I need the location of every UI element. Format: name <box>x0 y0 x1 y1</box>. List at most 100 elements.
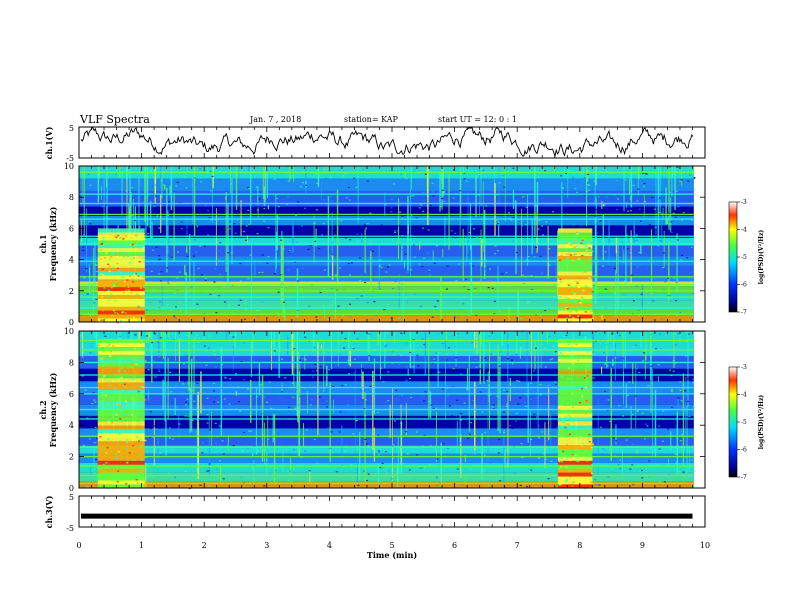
spectrogram-speckle <box>689 454 692 456</box>
spectrogram-speckle <box>185 399 188 402</box>
burst-speckle <box>569 476 572 479</box>
spectrogram-tone <box>79 202 694 205</box>
spectrogram-speckle <box>488 335 491 337</box>
spectrogram-speckle <box>618 257 621 259</box>
burst-speckle <box>565 307 568 309</box>
x-tick-label: 2 <box>202 541 207 550</box>
spectrogram-speckle <box>350 262 353 264</box>
burst-cell <box>557 263 593 268</box>
spectrogram-speckle <box>637 188 640 190</box>
spectrogram-speckle <box>529 382 532 384</box>
spectrogram-speckle <box>544 170 547 172</box>
spectrogram-speckle <box>422 227 425 229</box>
spectrogram-speckle <box>483 222 486 224</box>
burst-speckle <box>125 289 128 292</box>
burst-speckle <box>105 316 108 318</box>
burst-speckle <box>100 296 103 298</box>
spectrogram-speckle <box>597 268 600 270</box>
spectrogram-speckle <box>147 369 150 371</box>
burst-cell <box>97 346 145 351</box>
spectrogram-speckle <box>352 348 355 350</box>
spectrogram-speckle <box>583 176 586 179</box>
spectrogram-speckle <box>502 389 505 391</box>
spectrogram-speckle <box>175 185 178 187</box>
spectrogram-tone <box>79 276 694 278</box>
spectrogram-speckle <box>179 219 182 221</box>
spectrogram-speckle <box>602 453 605 455</box>
spectrogram-speckle <box>488 394 491 396</box>
spectrogram-speckle <box>222 399 225 402</box>
burst-speckle <box>102 274 105 276</box>
spectrogram-speckle <box>557 199 560 202</box>
burst-speckle <box>130 364 133 366</box>
burst-speckle <box>574 418 577 421</box>
spectrogram-speckle <box>530 438 533 441</box>
colorbar-tick-label: -5 <box>741 254 747 261</box>
spectrogram-speckle <box>651 196 654 199</box>
spectrogram-speckle <box>326 318 329 320</box>
burst-speckle <box>105 452 108 454</box>
spectrogram-speckle <box>684 390 687 392</box>
spectrogram-tone <box>79 313 694 315</box>
burst-cell <box>97 232 145 237</box>
burst-speckle <box>132 316 135 319</box>
burst-speckle <box>589 389 592 392</box>
burst-speckle <box>126 415 129 417</box>
burst-speckle <box>107 273 110 276</box>
spectrogram-speckle <box>595 223 598 225</box>
spectrogram-speckle <box>453 169 456 171</box>
spectrogram-speckle <box>415 217 418 219</box>
spectrogram-speckle <box>193 239 196 241</box>
spectrogram-speckle <box>515 412 518 415</box>
spectrogram-speckle <box>593 275 596 277</box>
spectrogram-speckle <box>281 258 284 260</box>
burst-speckle <box>567 297 570 300</box>
x-tick-label: 10 <box>700 541 710 550</box>
burst-speckle <box>129 243 132 246</box>
burst-speckle <box>125 483 128 485</box>
spectrogram-speckle <box>413 168 416 170</box>
spectrogram-band <box>79 309 694 316</box>
spectrogram-speckle <box>340 220 343 222</box>
spectrogram-speckle <box>510 219 513 221</box>
spectrogram-speckle <box>313 222 316 224</box>
spectrogram-speckle <box>212 350 215 352</box>
spectrogram-speckle <box>522 283 525 285</box>
burst-speckle <box>572 292 575 294</box>
burst-speckle <box>101 376 104 379</box>
spectrogram-speckle <box>196 420 199 423</box>
burst-cell <box>557 290 593 295</box>
spectrogram-speckle <box>303 358 306 360</box>
spectrogram-speckle <box>291 282 294 284</box>
spectrogram-speckle <box>331 236 334 238</box>
burst-speckle <box>125 246 128 248</box>
burst-speckle <box>136 348 139 351</box>
burst-speckle <box>568 350 571 352</box>
spectrogram-speckle <box>626 248 629 250</box>
burst-speckle <box>561 236 564 239</box>
spectrogram-speckle <box>191 419 194 422</box>
burst-speckle <box>141 254 144 257</box>
spectrogram-speckle <box>429 204 432 207</box>
spectrogram-speckle <box>167 281 170 283</box>
spectrogram-speckle <box>552 413 555 416</box>
spectrogram-speckle <box>501 273 504 275</box>
spectrogram-speckle <box>588 184 591 187</box>
spectrogram-speckle <box>333 266 336 268</box>
spectrogram-speckle <box>629 210 632 212</box>
spectrogram-speckle <box>529 336 532 339</box>
burst-speckle <box>585 400 588 402</box>
spectrogram-speckle <box>404 253 407 255</box>
spectrogram-speckle <box>544 347 547 349</box>
spectrogram-speckle <box>380 266 383 269</box>
spectrogram-speckle <box>376 411 379 413</box>
burst-speckle <box>104 317 107 320</box>
spectrogram-speckle <box>295 214 298 216</box>
spectrogram-speckle <box>344 384 347 386</box>
burst-speckle <box>573 250 576 253</box>
spectrogram-speckle <box>239 262 242 265</box>
spectrogram-speckle <box>201 452 204 454</box>
spectrogram-speckle <box>193 400 196 402</box>
spectrogram-speckle <box>541 272 544 274</box>
spectrogram-speckle <box>498 372 501 374</box>
